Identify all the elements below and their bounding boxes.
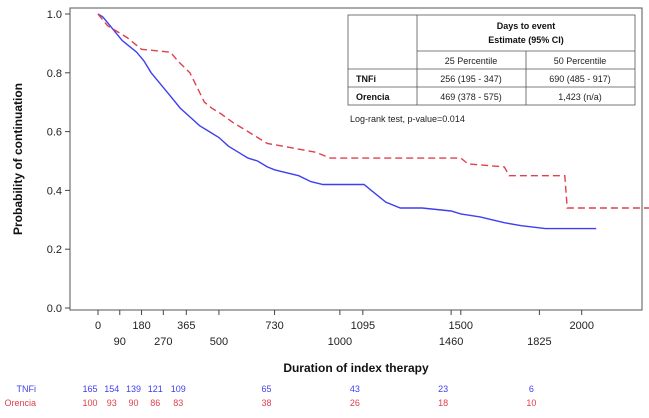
at-risk-count: 139: [126, 384, 141, 394]
x-tick-label: 1460: [439, 336, 463, 348]
series-line-tnfi: [97, 13, 597, 230]
at-risk-count: 100: [82, 398, 97, 408]
at-risk-count: 83: [173, 398, 183, 408]
at-risk-count: 86: [150, 398, 160, 408]
at-risk-count: 38: [262, 398, 272, 408]
survival-curves: [97, 13, 649, 230]
table-row-orencia-label: Orencia: [356, 92, 391, 102]
y-axis-label: Probability of continuation: [11, 83, 25, 235]
table-row-orencia-p25: 469 (378 - 575): [440, 92, 502, 102]
table-col-25: 25 Percentile: [445, 56, 498, 66]
y-axis: 0.0 0.2 0.4 0.6 0.8 1.0: [47, 9, 70, 315]
logrank-annotation: Log-rank test, p-value=0.014: [350, 114, 465, 124]
x-tick-label: 1825: [527, 336, 551, 348]
y-tick-label: 0.8: [47, 68, 62, 80]
at-risk-count: 121: [148, 384, 163, 394]
at-risk-count: 109: [171, 384, 186, 394]
table-col-50: 50 Percentile: [554, 56, 607, 66]
y-tick-label: 1.0: [47, 9, 62, 21]
at-risk-count: 6: [529, 384, 534, 394]
y-tick-label: 0.4: [47, 185, 62, 197]
at-risk-count: 165: [82, 384, 97, 394]
at-risk-count: 90: [129, 398, 139, 408]
at-risk-label: TNFi: [17, 384, 37, 394]
percentile-table: Days to event Estimate (95% CI) 25 Perce…: [347, 14, 636, 106]
at-risk-count: 26: [350, 398, 360, 408]
y-tick-label: 0.0: [47, 303, 62, 315]
at-risk-label: Orencia: [4, 398, 36, 408]
x-tick-label: 1000: [328, 336, 352, 348]
at-risk-count: 10: [526, 398, 536, 408]
table-row-orencia-p50: 1,423 (n/a): [558, 92, 602, 102]
x-axis-label: Duration of index therapy: [283, 361, 429, 375]
x-tick-label: 270: [154, 336, 172, 348]
x-tick-label: 0: [95, 320, 101, 332]
x-tick-label: 90: [114, 336, 126, 348]
table-header-estimate: Estimate (95% CI): [488, 35, 564, 45]
x-tick-label: 500: [210, 336, 228, 348]
at-risk-count: 65: [262, 384, 272, 394]
at-risk-count: 43: [350, 384, 360, 394]
x-tick-label: 1095: [351, 320, 375, 332]
table-header-days: Days to event: [497, 21, 556, 31]
at-risk-count: 93: [107, 398, 117, 408]
x-tick-label: 365: [177, 320, 195, 332]
y-tick-label: 0.6: [47, 127, 62, 139]
table-row-tnfi-label: TNFi: [356, 74, 376, 84]
at-risk-count: 154: [104, 384, 119, 394]
x-tick-label: 2000: [569, 320, 593, 332]
x-axis: 0 180 365 730 1095 1500 2000 90 270 500 1000 1460 18…: [95, 310, 594, 348]
at-risk-table: TNFi 165 154 139 121 109 65 43 23 6 Orencia 100 93 90…: [4, 384, 536, 408]
table-row-tnfi-p25: 256 (195 - 347): [440, 74, 502, 84]
x-tick-label: 730: [265, 320, 283, 332]
plot-frame: [69, 7, 643, 311]
table-row-tnfi-p50: 690 (485 - 917): [549, 74, 611, 84]
y-tick-label: 0.2: [47, 244, 62, 256]
at-risk-count: 18: [438, 398, 448, 408]
x-tick-label: 180: [132, 320, 150, 332]
at-risk-count: 23: [438, 384, 448, 394]
series-line-orencia: [97, 13, 649, 209]
x-tick-label: 1500: [449, 320, 473, 332]
